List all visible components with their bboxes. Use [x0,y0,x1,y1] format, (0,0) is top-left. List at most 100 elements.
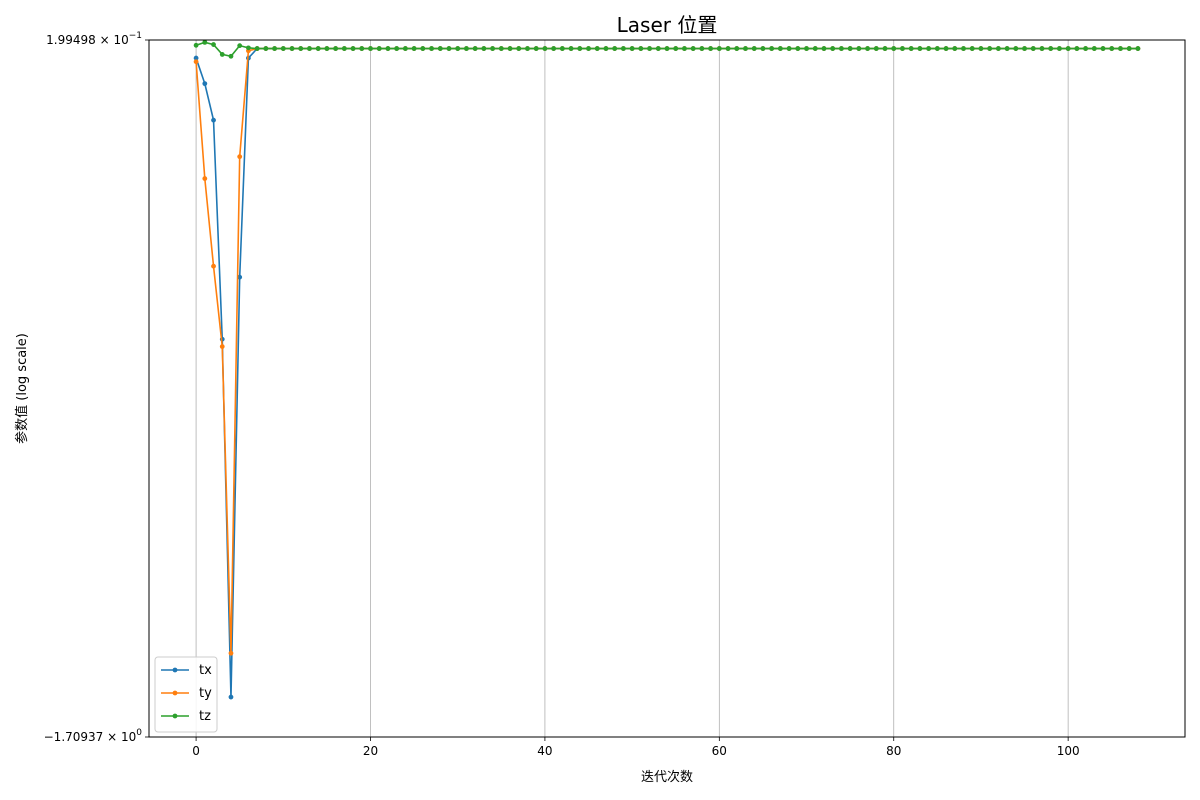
legend-marker [172,713,178,719]
data-point-tz [795,46,801,51]
y-tick-label: 1.99498 × 10−1 [46,31,142,47]
x-tick-label: 20 [363,744,378,758]
data-point-tz [612,46,618,51]
data-point-tz [298,46,304,51]
data-point-tz [777,46,783,51]
data-point-tz [647,46,652,51]
data-point-tz [516,46,522,51]
data-point-tz [202,39,208,45]
data-point-tz [725,46,731,51]
y-tick-label: −1.70937 × 100 [44,728,143,744]
x-axis-label: 迭代次数 [641,769,693,785]
data-point-tx [211,117,216,123]
x-tick-label: 0 [192,744,200,758]
data-point-tz [673,46,679,51]
data-point-tz [307,46,312,51]
data-point-tz [420,46,426,51]
legend-item-tz: tz [161,709,211,724]
data-point-tz [1013,46,1019,51]
legend-label: ty [199,686,212,701]
data-point-tz [394,46,400,51]
legend-label: tx [199,663,212,678]
data-point-tz [682,46,687,51]
data-point-tz [716,46,722,51]
data-point-tz [934,46,940,51]
data-point-tz [280,46,286,51]
data-point-tz [1109,46,1115,51]
data-point-ty [219,344,225,349]
data-point-tz [254,46,260,51]
data-point-tz [865,46,870,51]
series-lines [193,39,1141,700]
data-point-tz [804,46,809,51]
data-point-tz [769,46,775,51]
data-point-tz [315,46,321,51]
data-point-tz [839,46,844,51]
x-tick-label: 80 [886,744,901,758]
data-point-ty [237,154,243,160]
data-point-tz [943,46,949,51]
data-point-tz [324,46,330,51]
data-point-tz [411,46,417,51]
data-point-tz [263,46,269,51]
data-point-tz [917,46,923,51]
data-point-tz [437,46,443,51]
grid-lines [195,40,1069,737]
y-axis-label: 参数值 (log scale) [14,333,30,444]
data-point-tz [333,46,339,51]
y-axis-ticks: 1.99498 × 10−1 −1.70937 × 100 [44,31,149,744]
data-point-tz [821,46,827,51]
data-point-tz [1057,46,1062,51]
data-point-tz [1074,46,1080,51]
data-point-tz [847,46,853,51]
legend-marker [172,690,178,696]
data-point-tz [743,46,748,51]
data-point-tz [586,46,591,51]
data-point-tz [1126,46,1132,51]
data-point-tz [237,43,243,49]
data-point-tz [882,46,888,51]
data-point-tz [1030,46,1036,51]
data-point-tz [1004,46,1010,51]
data-point-tz [542,46,548,51]
data-point-tz [455,46,461,51]
data-point-tz [655,46,661,51]
data-point-tz [751,46,757,51]
data-point-tz [987,46,993,51]
data-point-tz [446,46,452,51]
data-point-ty [193,59,199,65]
data-point-ty [228,650,234,656]
data-point-tz [568,46,574,51]
data-point-tz [830,46,836,51]
legend-box [154,656,218,733]
data-point-tz [289,46,295,51]
legend-marker [172,667,178,673]
data-point-tx [202,81,208,87]
data-point-ty [202,176,208,181]
data-point-tz [621,46,626,51]
data-point-tz [708,46,713,51]
data-point-tz [359,46,365,51]
data-point-tz [1135,46,1141,51]
data-point-tz [577,46,583,51]
data-point-tz [961,46,966,51]
data-point-tz [525,46,530,51]
data-point-tz [594,46,600,51]
data-point-tz [464,46,469,51]
data-point-tz [873,46,879,51]
data-point-tz [891,46,897,51]
data-point-tz [1100,46,1106,51]
x-tick-label: 100 [1057,744,1080,758]
data-point-tz [533,46,539,51]
data-point-tz [272,46,277,51]
data-point-tz [995,46,1001,51]
data-point-tz [472,46,478,51]
chart-title: Laser 位置 [617,13,718,37]
data-point-tz [1091,46,1097,51]
data-point-tz [760,46,766,51]
x-tick-label: 60 [712,744,727,758]
legend-label: tz [199,709,211,724]
data-point-tz [481,46,487,51]
x-tick-label: 40 [537,744,552,758]
